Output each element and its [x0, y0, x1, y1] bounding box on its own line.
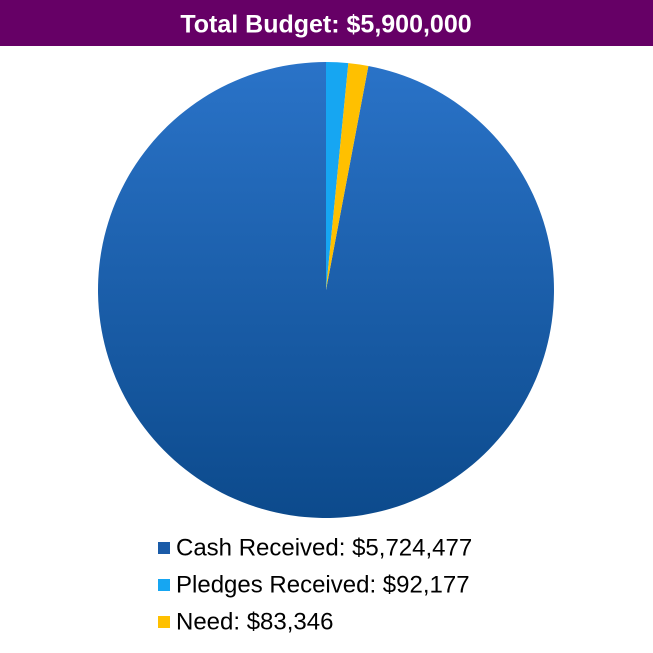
legend-label: Cash Received: $5,724,477	[176, 534, 472, 561]
title-bar	[0, 0, 653, 46]
pie-slice	[326, 63, 369, 291]
legend-swatch	[158, 616, 170, 628]
legend-label: Pledges Received: $92,177	[176, 571, 470, 598]
legend-swatch	[158, 542, 170, 554]
chart-title: Total Budget: $5,900,000	[180, 11, 471, 39]
legend-label: Need: $83,346	[176, 608, 333, 635]
legend-swatch	[158, 579, 170, 591]
pie-slice	[97, 62, 554, 518]
pie-slice	[326, 62, 349, 290]
